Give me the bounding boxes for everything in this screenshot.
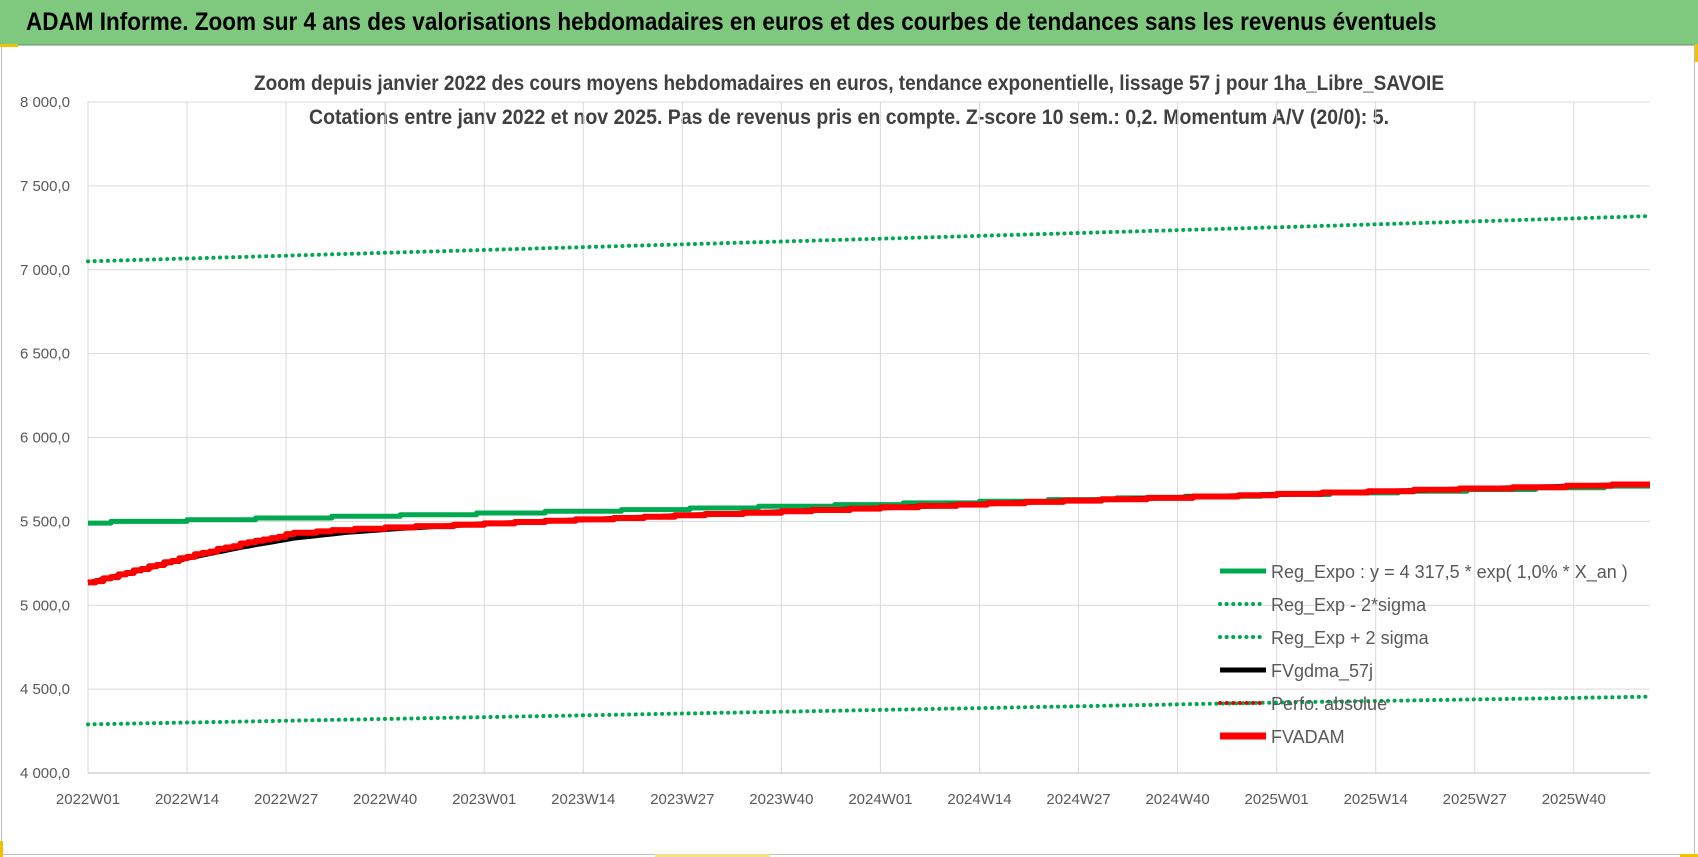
y-tick-label: 4 500,0 [20,681,70,698]
frame-corner-marker [1680,854,1698,857]
x-tick-label: 2023W40 [749,791,813,808]
y-tick-label: 5 500,0 [20,513,70,530]
x-tick-label: 2022W27 [254,791,318,808]
chart-frame [1,45,1695,855]
frame-corner-marker [0,841,3,857]
x-tick-label: 2024W14 [947,791,1011,808]
chart-subtitle: Cotations entre janv 2022 et nov 2025. P… [309,106,1389,129]
y-tick-label: 4 000,0 [20,765,70,782]
report-header: ADAM Informe. Zoom sur 4 ans des valoris… [0,0,1698,45]
series-line-reg-exp-band [86,214,1652,264]
legend-label: Perfo. absolue [1271,694,1387,714]
x-tick-label: 2025W40 [1542,791,1606,808]
legend-label: Reg_Exp + 2 sigma [1271,628,1430,649]
y-tick-label: 6 500,0 [20,346,70,363]
y-tick-label: 6 000,0 [20,430,70,447]
chart-series [86,214,1652,727]
x-tick-label: 2024W27 [1046,791,1110,808]
x-tick-label: 2022W14 [155,791,219,808]
frame-corner-marker [1695,44,1698,62]
y-tick-label: 8 000,0 [20,94,70,111]
y-tick-label: 7 500,0 [20,178,70,195]
x-tick-label: 2025W01 [1245,791,1309,808]
y-tick-label: 5 000,0 [20,597,70,614]
x-tick-label: 2023W27 [650,791,714,808]
y-tick-label: 7 000,0 [20,262,70,279]
legend-label: FVgdma_57j [1271,661,1373,682]
legend-label: FVADAM [1271,727,1345,747]
chart-grid [87,101,1650,774]
frame-corner-marker [0,44,18,47]
x-tick-label: 2023W14 [551,791,615,808]
chart-legend: Reg_Expo : y = 4 317,5 * exp( 1,0% * X_a… [1218,562,1628,747]
chart-title: Zoom depuis janvier 2022 des cours moyen… [254,72,1444,95]
report-title: ADAM Informe. Zoom sur 4 ans des valoris… [26,8,1437,36]
x-tick-label: 2022W01 [56,791,120,808]
x-tick-label: 2024W40 [1145,791,1209,808]
x-tick-label: 2025W14 [1344,791,1408,808]
y-axis-ticks: 4 000,0 4 500,0 5 000,0 5 500,0 6 000,0 6 500… [20,94,70,782]
series-line-reg-exp-band [86,694,1652,727]
x-tick-label: 2022W40 [353,791,417,808]
series-line-fvadam [88,481,1650,586]
x-axis-ticks: 2022W01 2022W14 2022W27 2022W40 2023W01 2023W… [56,791,1606,808]
legend-label: Reg_Exp - 2*sigma [1271,595,1427,616]
x-tick-label: 2024W01 [848,791,912,808]
frame-corner-marker [655,854,770,857]
x-tick-label: 2025W27 [1443,791,1507,808]
x-tick-label: 2023W01 [452,791,516,808]
legend-label: Reg_Expo : y = 4 317,5 * exp( 1,0% * X_a… [1271,562,1628,583]
